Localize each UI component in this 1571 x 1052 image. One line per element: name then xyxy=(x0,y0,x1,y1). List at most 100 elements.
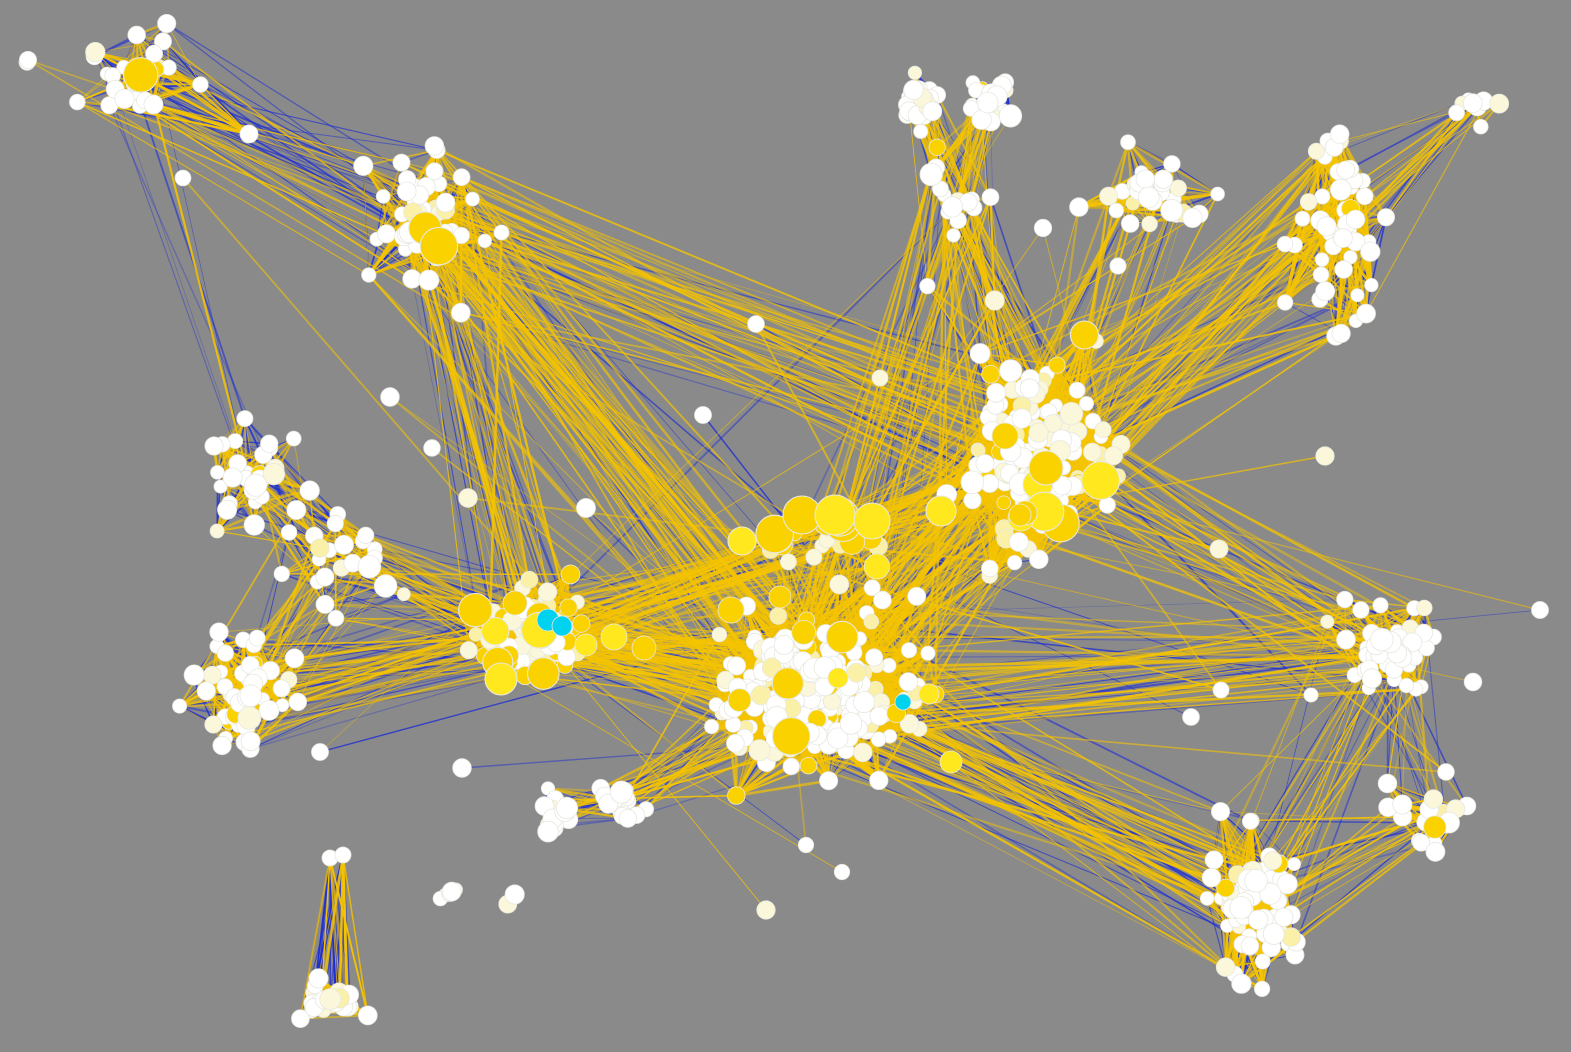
graph-node[interactable] xyxy=(946,228,961,243)
graph-node[interactable] xyxy=(1210,186,1225,202)
graph-node[interactable] xyxy=(609,780,633,804)
graph-node[interactable] xyxy=(827,727,849,749)
graph-node[interactable] xyxy=(537,820,559,843)
node-layer[interactable] xyxy=(18,13,1549,1028)
graph-node[interactable] xyxy=(799,757,818,775)
graph-node[interactable] xyxy=(380,387,400,407)
graph-node[interactable] xyxy=(1254,980,1271,998)
graph-node[interactable] xyxy=(1216,878,1235,898)
graph-node[interactable] xyxy=(441,881,462,902)
graph-node[interactable] xyxy=(1287,857,1301,871)
graph-node[interactable] xyxy=(1315,446,1335,466)
graph-node[interactable] xyxy=(1048,356,1066,374)
graph-node[interactable] xyxy=(1029,549,1049,570)
graph-node[interactable] xyxy=(209,523,225,539)
graph-node[interactable] xyxy=(204,715,223,734)
graph-node[interactable] xyxy=(555,796,579,820)
graph-node[interactable] xyxy=(357,555,382,579)
graph-node[interactable] xyxy=(239,684,263,707)
graph-node[interactable] xyxy=(901,642,918,659)
graph-node[interactable] xyxy=(1312,266,1330,283)
graph-node[interactable] xyxy=(419,226,459,266)
graph-node[interactable] xyxy=(423,439,441,457)
graph-node[interactable] xyxy=(204,436,224,456)
graph-node[interactable] xyxy=(258,700,280,721)
graph-node[interactable] xyxy=(853,691,876,714)
graph-node[interactable] xyxy=(1307,142,1325,160)
graph-node[interactable] xyxy=(216,644,234,662)
graph-node[interactable] xyxy=(782,757,801,776)
graph-node[interactable] xyxy=(315,595,335,614)
graph-node[interactable] xyxy=(452,758,472,778)
graph-node[interactable] xyxy=(243,514,265,536)
graph-node[interactable] xyxy=(769,607,787,625)
graph-node[interactable] xyxy=(1350,288,1365,303)
graph-node-high-degree[interactable] xyxy=(502,590,528,616)
graph-node[interactable] xyxy=(998,104,1023,128)
graph-node[interactable] xyxy=(1531,601,1549,619)
graph-node[interactable] xyxy=(907,65,923,80)
graph-node[interactable] xyxy=(1141,215,1158,233)
graph-node[interactable] xyxy=(418,269,440,291)
graph-node-high-degree[interactable] xyxy=(600,623,628,651)
graph-node[interactable] xyxy=(996,495,1011,510)
graph-node[interactable] xyxy=(1231,973,1252,994)
graph-node[interactable] xyxy=(1028,422,1049,443)
graph-node[interactable] xyxy=(1109,257,1127,275)
graph-node[interactable] xyxy=(236,410,254,428)
graph-node[interactable] xyxy=(172,698,188,714)
graph-node[interactable] xyxy=(898,672,918,692)
graph-node[interactable] xyxy=(465,191,480,207)
graph-node[interactable] xyxy=(1169,179,1187,197)
graph-node[interactable] xyxy=(1329,124,1350,144)
graph-node[interactable] xyxy=(1204,850,1224,870)
graph-node[interactable] xyxy=(425,162,444,181)
graph-node[interactable] xyxy=(797,836,815,854)
graph-node[interactable] xyxy=(560,564,581,585)
graph-node[interactable] xyxy=(458,592,493,628)
graph-node[interactable] xyxy=(1360,241,1381,262)
graph-node[interactable] xyxy=(396,587,411,602)
graph-node[interactable] xyxy=(920,645,936,661)
graph-node[interactable] xyxy=(222,467,243,488)
graph-node[interactable] xyxy=(504,884,525,905)
graph-node[interactable] xyxy=(1352,601,1370,619)
graph-node-high-degree[interactable] xyxy=(768,585,792,609)
graph-node-high-degree[interactable] xyxy=(574,633,598,657)
graph-node[interactable] xyxy=(1094,421,1112,439)
graph-node[interactable] xyxy=(299,480,320,501)
graph-node[interactable] xyxy=(520,570,539,589)
graph-node[interactable] xyxy=(319,988,342,1011)
graph-node[interactable] xyxy=(1345,209,1366,230)
graph-node[interactable] xyxy=(114,88,135,109)
graph-node[interactable] xyxy=(899,714,920,734)
graph-node[interactable] xyxy=(1079,396,1095,412)
graph-node[interactable] xyxy=(1448,104,1465,121)
graph-node[interactable] xyxy=(1019,378,1040,399)
graph-node-high-degree[interactable] xyxy=(853,502,891,540)
graph-node[interactable] xyxy=(1294,210,1311,227)
graph-node[interactable] xyxy=(240,731,261,752)
graph-node[interactable] xyxy=(260,434,279,453)
graph-node[interactable] xyxy=(981,364,1000,384)
graph-node[interactable] xyxy=(376,224,396,244)
graph-node[interactable] xyxy=(1163,155,1181,173)
graph-node[interactable] xyxy=(480,616,510,646)
graph-node[interactable] xyxy=(694,406,712,424)
graph-node[interactable] xyxy=(1199,891,1215,906)
graph-node[interactable] xyxy=(907,586,927,606)
graph-node[interactable] xyxy=(771,717,811,756)
graph-node[interactable] xyxy=(1437,763,1455,781)
graph-node[interactable] xyxy=(1043,414,1063,433)
graph-node[interactable] xyxy=(85,41,106,63)
graph-node[interactable] xyxy=(217,499,238,520)
graph-node[interactable] xyxy=(1331,323,1351,344)
graph-node[interactable] xyxy=(291,1009,310,1028)
graph-node[interactable] xyxy=(1336,590,1354,609)
graph-node[interactable] xyxy=(1135,169,1155,189)
graph-node[interactable] xyxy=(1425,841,1446,862)
graph-node[interactable] xyxy=(537,582,558,602)
graph-node[interactable] xyxy=(392,153,411,172)
graph-node[interactable] xyxy=(726,733,745,753)
